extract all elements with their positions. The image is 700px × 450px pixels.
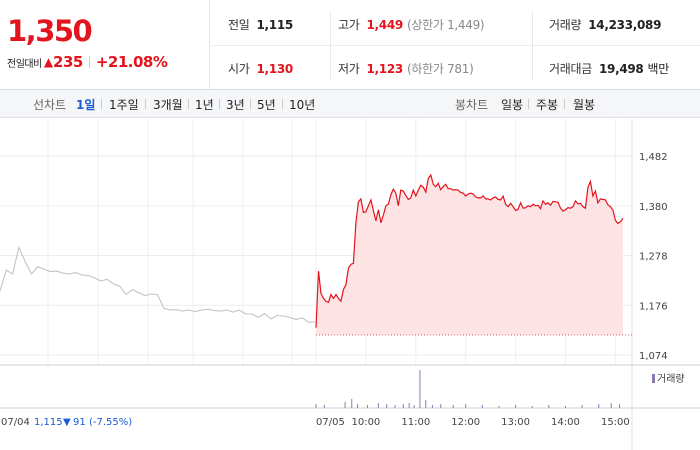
today-date-label: 07/05 bbox=[316, 417, 345, 428]
divider bbox=[145, 99, 146, 109]
high-value: 1,449 bbox=[366, 18, 403, 32]
x-tick-label: 11:00 bbox=[401, 417, 430, 428]
open-label: 시가 bbox=[228, 62, 250, 76]
prev-day-close-label: 1,115 bbox=[34, 417, 63, 428]
change-row: 전일대비 ▲ 235 +21.08% bbox=[7, 53, 168, 71]
volume-value: 14,233,089 bbox=[588, 18, 662, 32]
volume-cell: 거래량 14,233,089 bbox=[549, 16, 661, 33]
lower-limit: (하한가 781) bbox=[406, 62, 474, 76]
volume-legend-label: 거래량 bbox=[657, 373, 685, 385]
high-cell: 고가 1,449 (상한가 1,449) bbox=[338, 16, 485, 33]
volume-layer: 거래량 bbox=[315, 370, 685, 408]
prev-day-change-label: 91 bbox=[73, 417, 86, 428]
amount-cell: 거래대금 19,498 백만 bbox=[549, 60, 669, 77]
prev-day-layer bbox=[0, 245, 316, 323]
divider bbox=[219, 99, 220, 109]
open-cell: 시가 1,130 bbox=[228, 60, 293, 77]
divider bbox=[188, 99, 189, 109]
x-tick-label: 14:00 bbox=[551, 417, 580, 428]
prev-close-cell: 전일 1,115 bbox=[228, 16, 293, 33]
divider bbox=[528, 99, 529, 109]
y-tick-label: 1,380 bbox=[639, 202, 668, 213]
tab-period-10y[interactable]: 10년 bbox=[289, 98, 316, 112]
divider bbox=[250, 99, 251, 109]
x-tick-label: 13:00 bbox=[501, 417, 530, 428]
high-label: 고가 bbox=[338, 18, 360, 32]
tab-period-1d[interactable]: 1일 bbox=[76, 98, 96, 112]
prev-close-label: 전일 bbox=[228, 18, 250, 32]
y-tick-label: 1,074 bbox=[639, 351, 668, 362]
tab-candle-daily[interactable]: 일봉 bbox=[501, 98, 524, 112]
y-tick-label: 1,482 bbox=[639, 152, 668, 163]
volume-label: 거래량 bbox=[549, 18, 582, 32]
x-tick-label: 12:00 bbox=[451, 417, 480, 428]
price-change: 235 bbox=[53, 53, 83, 71]
low-label: 저가 bbox=[338, 62, 360, 76]
quote-summary: 1,350 전일대비 ▲ 235 +21.08% 전일 1,115 고가 1,449… bbox=[0, 0, 700, 90]
prev-day-date-label: 07/04 bbox=[1, 417, 30, 428]
tab-period-3m[interactable]: 3개월 bbox=[153, 98, 183, 112]
divider bbox=[564, 99, 565, 109]
divider bbox=[88, 56, 90, 68]
divider bbox=[211, 45, 700, 46]
amount-label: 거래대금 bbox=[549, 62, 592, 76]
price-chart[interactable]: 1,482 1,380 1,278 1,176 1,074 07/04 1,115 ▼ 91 (-… bbox=[0, 119, 700, 450]
open-value: 1,130 bbox=[256, 62, 293, 76]
down-triangle-icon: ▼ bbox=[63, 417, 71, 428]
tab-period-5y[interactable]: 5년 bbox=[257, 98, 276, 112]
x-tick-label: 15:00 bbox=[601, 417, 630, 428]
prev-day-price-line bbox=[0, 245, 316, 323]
volume-legend-swatch bbox=[652, 374, 655, 383]
prev-close-value: 1,115 bbox=[256, 18, 293, 32]
divider bbox=[101, 99, 102, 109]
current-price: 1,350 bbox=[7, 14, 93, 48]
price-change-percent: +21.08% bbox=[95, 53, 168, 71]
divider bbox=[330, 12, 331, 80]
amount-value: 19,498 bbox=[598, 62, 644, 76]
today-price-line bbox=[315, 173, 624, 328]
y-tick-label: 1,176 bbox=[639, 301, 668, 312]
tab-candle-monthly[interactable]: 월봉 bbox=[573, 98, 596, 112]
divider bbox=[282, 99, 283, 109]
tab-period-3y[interactable]: 3년 bbox=[226, 98, 245, 112]
current-price-box: 1,350 전일대비 ▲ 235 +21.08% bbox=[0, 0, 210, 90]
tab-candle-weekly[interactable]: 주봉 bbox=[536, 98, 559, 112]
axis-layer: 1,482 1,380 1,278 1,176 1,074 07/04 1,115 ▼ 91 (-… bbox=[1, 152, 668, 428]
x-tick-label: 10:00 bbox=[351, 417, 380, 428]
candle-chart-label: 봉차트 bbox=[455, 98, 489, 112]
y-tick-label: 1,278 bbox=[639, 252, 668, 263]
tab-period-1y[interactable]: 1년 bbox=[195, 98, 214, 112]
today-price-area bbox=[316, 175, 623, 335]
prev-day-change-percent: (-7.55%) bbox=[89, 417, 132, 428]
low-value: 1,123 bbox=[366, 62, 403, 76]
period-selector-bar: 선차트 1일 1주일 3개월 1년 3년 5년 10년 봉차트 일봉 주봉 월봉 bbox=[0, 90, 700, 118]
prev-compare-label: 전일대비 bbox=[7, 58, 42, 70]
price-chart-svg: 1,482 1,380 1,278 1,176 1,074 07/04 1,115 ▼ 91 (-… bbox=[0, 119, 700, 450]
upper-limit: (상한가 1,449) bbox=[406, 18, 485, 32]
today-layer bbox=[315, 173, 632, 336]
amount-unit: 백만 bbox=[647, 62, 669, 76]
line-chart-label: 선차트 bbox=[33, 98, 67, 112]
tab-period-1w[interactable]: 1주일 bbox=[109, 98, 139, 112]
divider bbox=[532, 12, 533, 80]
up-triangle-icon: ▲ bbox=[43, 55, 54, 69]
low-cell: 저가 1,123 (하한가 781) bbox=[338, 60, 474, 77]
